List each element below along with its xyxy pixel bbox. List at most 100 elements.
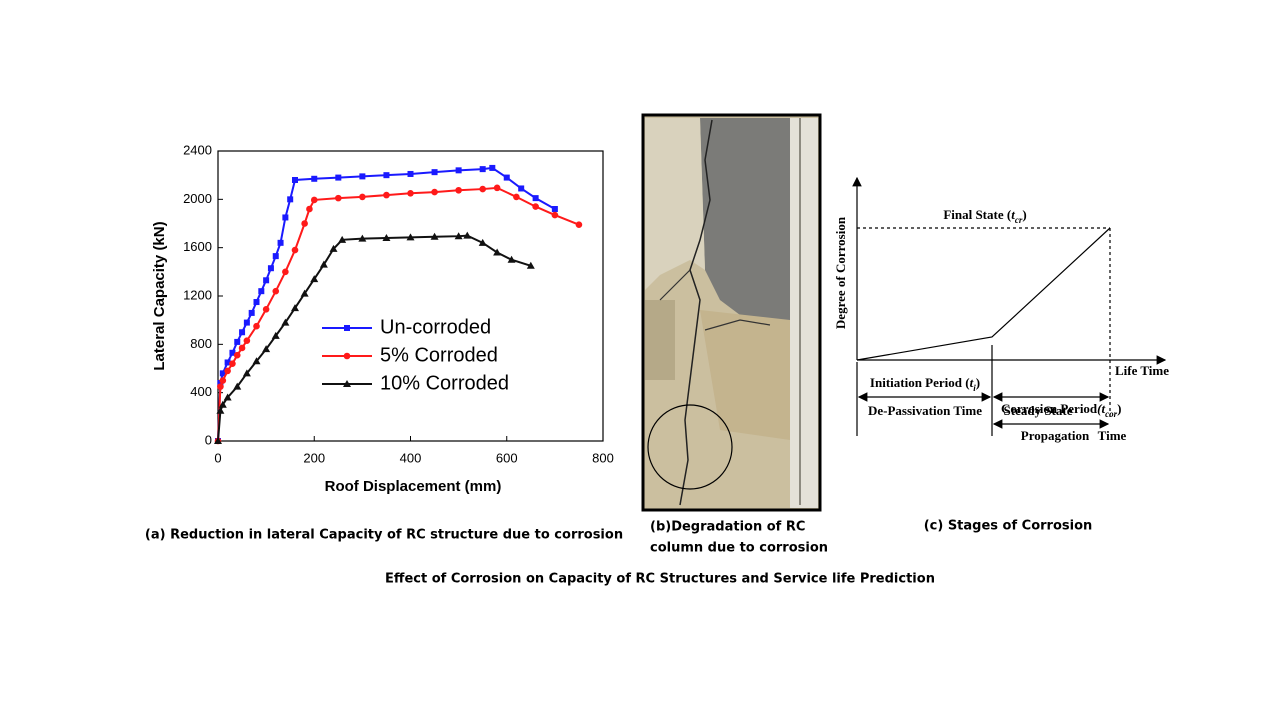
data-point (503, 174, 510, 181)
data-point (406, 233, 415, 241)
data-point (513, 193, 520, 201)
data-point (216, 406, 225, 414)
data-point (219, 377, 227, 384)
data-point (248, 309, 255, 316)
legend-marker (343, 380, 351, 387)
y-tick-label: 1200 (183, 287, 212, 302)
data-point (291, 246, 299, 254)
data-point (493, 248, 502, 256)
data-point (272, 287, 280, 295)
data-point (311, 175, 318, 182)
data-point (234, 338, 241, 345)
data-point (292, 177, 298, 183)
data-point (301, 220, 308, 227)
data-point (479, 166, 486, 173)
data-point (263, 277, 270, 284)
data-point (219, 370, 226, 377)
data-point (319, 260, 328, 268)
x-tick-label: 800 (592, 450, 614, 465)
photo (641, 113, 822, 512)
data-point (455, 186, 462, 194)
steady-label: Steady State (1004, 403, 1073, 418)
data-point (310, 196, 318, 204)
data-point (258, 288, 265, 295)
data-point (335, 174, 342, 181)
y-tick-label: 0 (205, 432, 212, 447)
data-point (383, 191, 390, 199)
data-point (282, 268, 289, 276)
data-point (277, 239, 284, 246)
series-line (217, 234, 532, 442)
series-line (217, 186, 580, 442)
data-point (518, 185, 525, 192)
data-point (358, 234, 367, 242)
depassivation-label: De-Passivation Time (868, 403, 982, 418)
caption-c: (c) Stages of Corrosion (924, 519, 1093, 534)
data-point (455, 167, 462, 174)
y-tick-label: 800 (190, 336, 212, 351)
data-point (338, 235, 347, 243)
data-point (217, 383, 224, 390)
diagram-label: Initiation Period (ti) (870, 375, 980, 393)
data-point (300, 289, 309, 297)
data-point (271, 331, 280, 339)
data-point (233, 382, 242, 390)
data-point (262, 345, 271, 353)
label-part: t (1011, 207, 1015, 222)
legend-label: 5% Corroded (380, 344, 498, 366)
data-point (287, 196, 294, 203)
caption-b: column due to corrosion (650, 541, 828, 556)
y-tick-label: 400 (190, 384, 212, 399)
data-point (526, 261, 535, 269)
legend-marker (343, 352, 351, 360)
diagram-label: Corrosion Period(tcor) (1001, 401, 1121, 419)
label-part: (t (1097, 401, 1105, 416)
data-point (243, 337, 251, 345)
label-part: ) (1117, 401, 1121, 416)
data-point (242, 369, 251, 377)
data-point (551, 206, 558, 212)
data-point (463, 231, 472, 239)
data-point (281, 318, 290, 326)
data-point (507, 255, 516, 263)
data-point (306, 205, 313, 213)
data-point (489, 164, 496, 171)
data-point (214, 437, 222, 444)
data-point (359, 173, 366, 180)
data-point (238, 344, 246, 352)
data-point (329, 244, 338, 252)
data-point (218, 400, 227, 408)
label-part: Final State ( (943, 207, 1011, 222)
data-point (252, 357, 261, 365)
data-point (239, 329, 246, 336)
data-point (335, 194, 342, 202)
x-tick-label: 200 (303, 450, 325, 465)
label-part: cr (1015, 215, 1023, 225)
data-point (479, 185, 486, 193)
data-point (217, 380, 224, 386)
data-point (431, 188, 438, 196)
x-axis-label: Roof Displacement (mm) (325, 478, 502, 495)
x-tick-label: 400 (400, 450, 422, 465)
label-part: ) (1022, 207, 1026, 222)
label-part: Initiation Period ( (870, 375, 970, 390)
data-point (382, 234, 391, 241)
data-point (493, 184, 501, 192)
data-point (430, 232, 439, 240)
data-point (359, 193, 366, 201)
data-point (267, 265, 274, 272)
data-point (431, 169, 438, 176)
caption-b: (b)Degradation of RC (650, 520, 805, 535)
data-point (282, 214, 289, 221)
data-point (575, 221, 583, 229)
diagram-label: Final State (tcr) (943, 207, 1026, 225)
label-part: t (970, 375, 974, 390)
diagram-x-label: Life Time (1115, 363, 1169, 378)
label-part: ) (976, 375, 980, 390)
data-point (224, 359, 231, 366)
label-part: cor (1105, 409, 1117, 419)
data-point (532, 203, 539, 210)
diagram-y-label: Degree of Corrosion (833, 216, 848, 329)
